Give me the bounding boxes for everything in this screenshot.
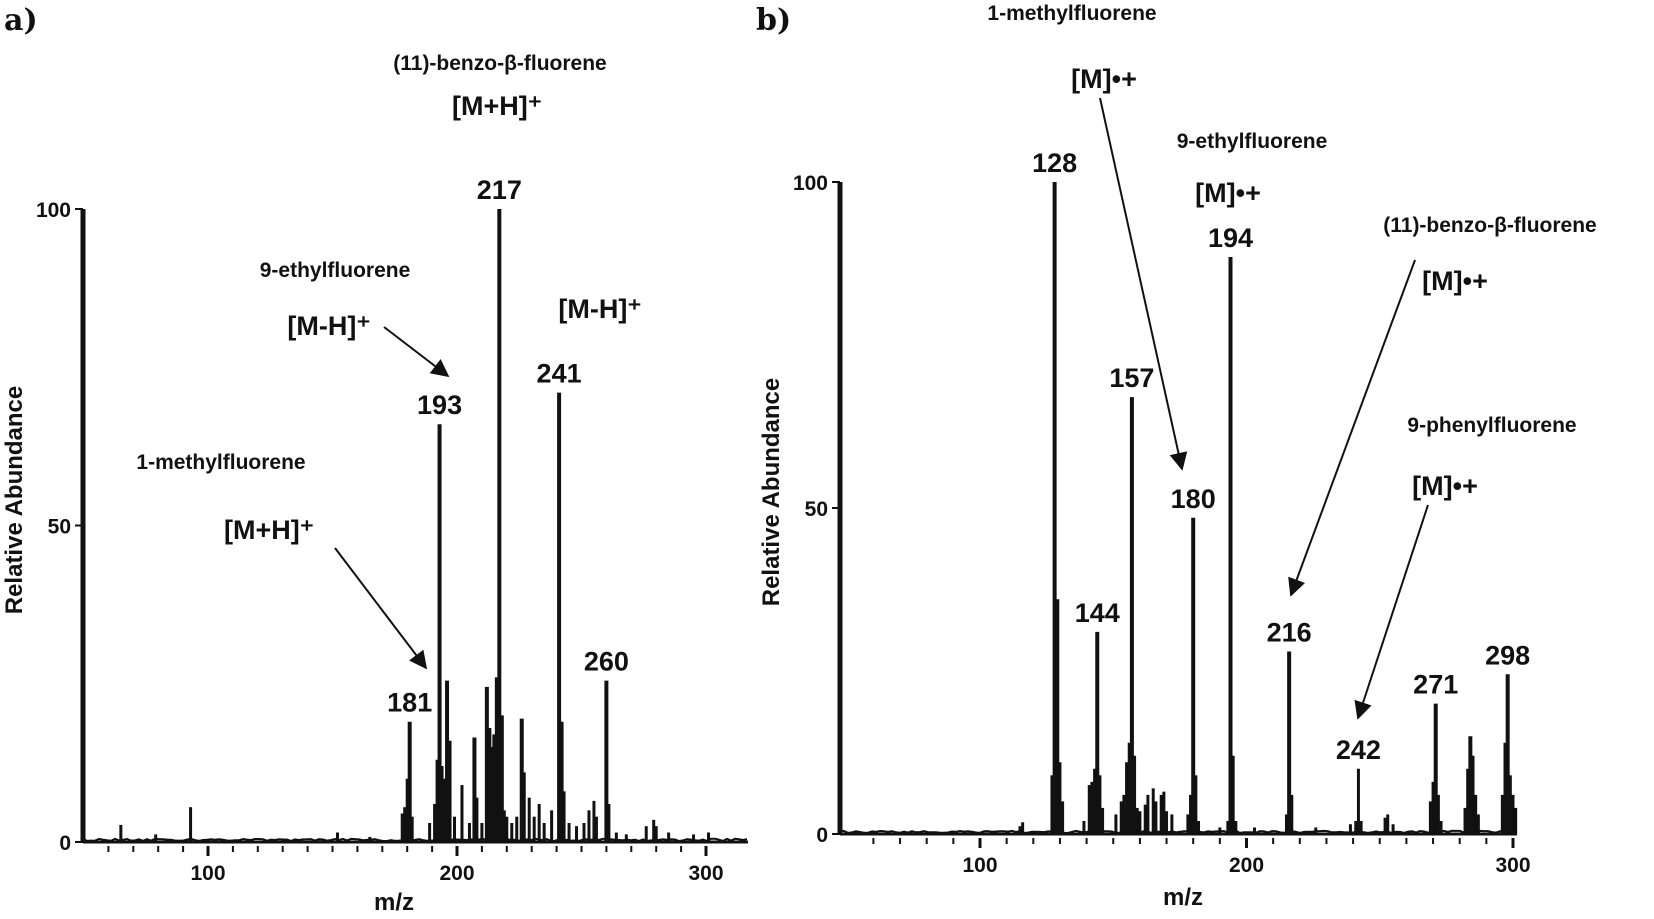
- panel-a-peak-labels: 181 193 217 241 260: [387, 175, 629, 718]
- panel-a-peak-label-241: 241: [537, 359, 582, 389]
- panel-a-annotation-methylfluorene-ion: [M+H]⁺: [224, 515, 314, 545]
- panel-b-annotation-ethylfluorene-ion: [M]•+: [1195, 178, 1261, 208]
- panel-b-peak-label-242: 242: [1336, 735, 1381, 765]
- panel-b-annotation-benzofluorene-name: (11)-benzo-β-fluorene: [1383, 214, 1597, 237]
- panel-b-x-tick-label-200: 200: [1229, 854, 1264, 877]
- panel-b-annotation-benzofluorene-ion: [M]•+: [1422, 266, 1488, 296]
- panel-a-annotation-peak241-ion: [M-H]⁺: [558, 294, 641, 324]
- panel-b-peak-label-144: 144: [1075, 598, 1120, 628]
- panel-a-x-tick-label-100: 100: [190, 862, 225, 885]
- panel-a-y-tick-label-100: 100: [36, 199, 71, 222]
- panel-a-y-tick-label-0: 0: [59, 832, 71, 855]
- panel-b-letter: b): [756, 3, 791, 38]
- panel-b-peak-label-298: 298: [1485, 640, 1530, 670]
- panel-a-y-tick-label-50: 50: [48, 516, 71, 539]
- panel-b-peak-label-157: 157: [1109, 363, 1154, 393]
- panel-b-arrow-benzofluorene: [1291, 260, 1415, 595]
- panel-a-peak-label-181: 181: [387, 688, 432, 718]
- panel-b-annotation-ethylfluorene-name: 9-ethylfluorene: [1177, 130, 1328, 153]
- panel-b-y-axis-title: Relative Abundance: [758, 378, 785, 607]
- panel-a-annotation-benzofluorene-name: (11)-benzo-β-fluorene: [393, 52, 607, 75]
- panel-b-peak-label-271: 271: [1413, 670, 1458, 700]
- panel-b-y-tick-label-0: 0: [816, 824, 828, 847]
- panel-b-peak-label-216: 216: [1267, 617, 1312, 647]
- panel-b-peak-label-180: 180: [1171, 484, 1216, 514]
- panel-b-annotation-phenylfluorene-ion: [M]•+: [1412, 471, 1478, 501]
- panel-b-y-tick-label-100: 100: [793, 172, 828, 195]
- panel-a-peak-label-193: 193: [417, 390, 462, 420]
- panel-a-x-tick-label-300: 300: [688, 862, 723, 885]
- panel-a-x-axis-title: m/z: [374, 889, 414, 916]
- panel-a-x-tick-label-200: 200: [439, 862, 474, 885]
- panel-b-y-tick-label-50: 50: [805, 498, 828, 521]
- panel-b-spectrum: b) Relative Abundance m/z 100 200 30005010…: [756, 2, 1597, 911]
- panel-a-annotation-benzofluorene-ion: [M+H]⁺: [452, 91, 542, 121]
- panel-a-letter: a): [4, 3, 38, 38]
- panel-b-x-axis-title: m/z: [1163, 884, 1203, 911]
- panel-a-y-axis-title: Relative Abundance: [1, 386, 28, 615]
- panel-b-annotation-methylfluorene-ion: [M]•+: [1071, 64, 1137, 94]
- panel-b-tick-labels: 100 200 300 0 50 100: [793, 172, 1531, 877]
- panel-a-peaks: [83, 209, 747, 842]
- panel-a-arrow-ethylfluorene: [384, 327, 448, 376]
- panel-a-peak-label-217: 217: [477, 175, 522, 205]
- panel-b-x-tick-label-100: 100: [962, 854, 997, 877]
- panel-a-spectrum: a) Relative Abundance m/z 100 200 300 0 50 10…: [1, 3, 748, 916]
- panel-a-arrow-methylfluorene: [335, 548, 426, 668]
- panel-b-axes: [832, 182, 1517, 848]
- panel-b-annotation-methylfluorene-name: 1-methylfluorene: [987, 2, 1156, 25]
- panel-b-peak-label-194: 194: [1208, 223, 1253, 253]
- panel-a-annotation-ethylfluorene-name: 9-ethylfluorene: [260, 259, 411, 282]
- panel-b-peak-labels: 128 144 157 180 194 216 242 271 298: [1032, 148, 1530, 765]
- panel-a-annotation-ethylfluorene-ion: [M-H]⁺: [287, 311, 370, 341]
- panel-b-peak-label-128: 128: [1032, 148, 1077, 178]
- panel-b-annotation-phenylfluorene-name: 9-phenylfluorene: [1407, 414, 1576, 437]
- panel-a-peak-label-260: 260: [584, 647, 629, 677]
- panel-a-annotation-methylfluorene-name: 1-methylfluorene: [136, 451, 305, 474]
- panel-b-x-tick-label-300: 300: [1495, 854, 1530, 877]
- panel-b-arrow-methylfluorene: [1100, 98, 1182, 469]
